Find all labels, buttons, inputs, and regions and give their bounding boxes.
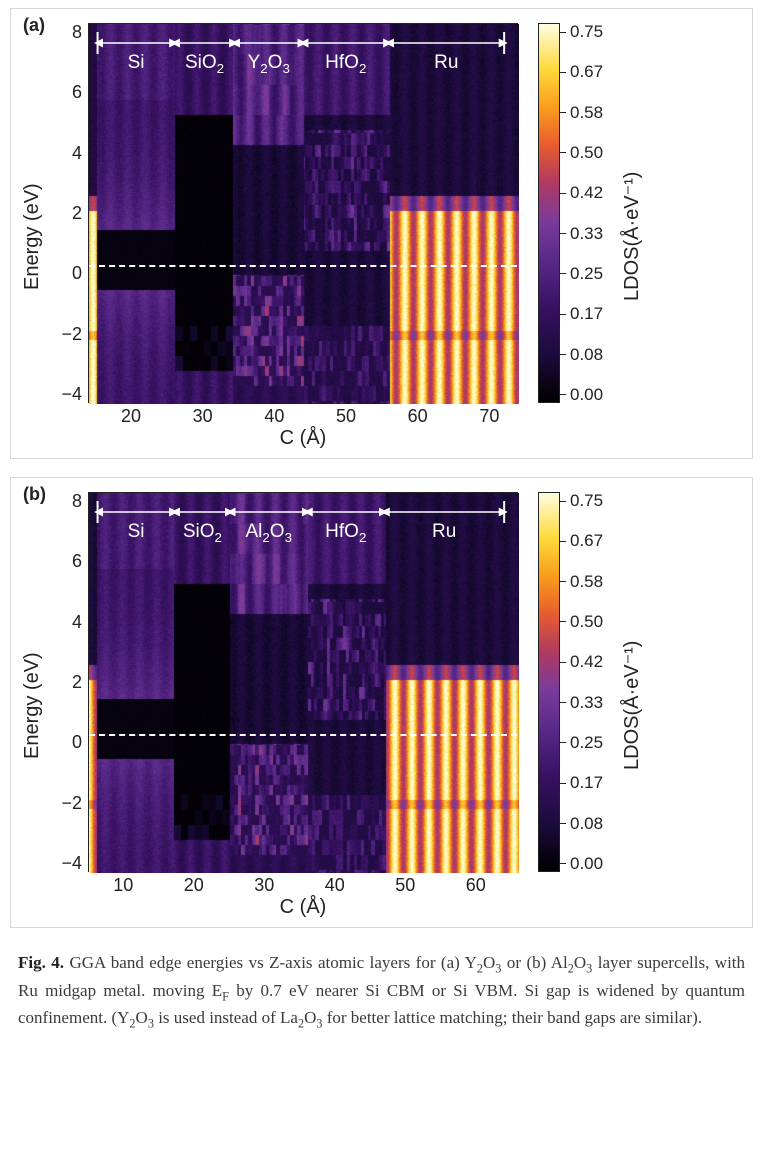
x-tick: 30 bbox=[193, 407, 213, 425]
colorbar-label: LDOS(Å·eV⁻¹) bbox=[618, 23, 646, 450]
x-tick: 30 bbox=[254, 876, 274, 894]
colorbar-tick: 0.33 bbox=[570, 694, 618, 711]
y-tick: 6 bbox=[50, 552, 82, 570]
y-ticks: 8 6 4 2 0 −2 −4 bbox=[50, 23, 88, 403]
panel-a: (a)Energy (eV)86420−2−4SiSiO2Y2O3HfO2Ru2… bbox=[10, 8, 753, 459]
x-tick: 70 bbox=[479, 407, 499, 425]
colorbar: 0.75 0.67 0.58 0.50 0.42 0.33 0.25 0.17 0.08 0.00… bbox=[538, 492, 646, 919]
colorbar-ticks: 0.75 0.67 0.58 0.50 0.42 0.33 0.25 0.17 0.08 0.00 bbox=[560, 23, 618, 403]
y-tick: 8 bbox=[50, 23, 82, 41]
y-tick: 6 bbox=[50, 83, 82, 101]
colorbar-tick: 0.08 bbox=[570, 815, 618, 832]
y-tick: −2 bbox=[50, 794, 82, 812]
colorbar-tick: 0.00 bbox=[570, 386, 618, 403]
colorbar-tick: 0.42 bbox=[570, 184, 618, 201]
x-tick: 40 bbox=[264, 407, 284, 425]
colorbar-tick: 0.25 bbox=[570, 265, 618, 282]
colorbar-tick: 0.00 bbox=[570, 855, 618, 872]
x-tick: 60 bbox=[408, 407, 428, 425]
colorbar-tick: 0.17 bbox=[570, 774, 618, 791]
x-axis-label: C (Å) bbox=[88, 896, 518, 919]
y-axis-label: Energy (eV) bbox=[19, 492, 46, 919]
colorbar-tick: 0.08 bbox=[570, 346, 618, 363]
caption-text: GGA band edge energies vs Z-axis atomic … bbox=[18, 953, 745, 1027]
x-tick: 10 bbox=[113, 876, 133, 894]
x-axis-label: C (Å) bbox=[88, 427, 518, 450]
y-tick: 2 bbox=[50, 204, 82, 222]
colorbar-tick: 0.25 bbox=[570, 734, 618, 751]
colorbar-tick: 0.75 bbox=[570, 23, 618, 40]
y-tick: −2 bbox=[50, 325, 82, 343]
ldos-heatmap: SiSiO2Al2O3HfO2Ru bbox=[88, 492, 518, 872]
colorbar-tick: 0.50 bbox=[570, 144, 618, 161]
colorbar-tick: 0.42 bbox=[570, 653, 618, 670]
y-axis-label: Energy (eV) bbox=[19, 23, 46, 450]
y-tick: 0 bbox=[50, 264, 82, 282]
x-tick: 20 bbox=[121, 407, 141, 425]
y-tick: 2 bbox=[50, 673, 82, 691]
x-ticks: 10 20 30 40 50 60 bbox=[88, 872, 518, 894]
colorbar-tick: 0.58 bbox=[570, 573, 618, 590]
y-tick: 4 bbox=[50, 613, 82, 631]
x-tick: 50 bbox=[395, 876, 415, 894]
colorbar-label: LDOS(Å·eV⁻¹) bbox=[618, 492, 646, 919]
x-tick: 20 bbox=[184, 876, 204, 894]
y-tick: 0 bbox=[50, 733, 82, 751]
panel-b: (b)Energy (eV)86420−2−4SiSiO2Al2O3HfO2Ru… bbox=[10, 477, 753, 928]
colorbar-tick: 0.17 bbox=[570, 305, 618, 322]
y-tick: −4 bbox=[50, 854, 82, 872]
colorbar-tick: 0.58 bbox=[570, 104, 618, 121]
colorbar-tick: 0.33 bbox=[570, 225, 618, 242]
ldos-heatmap: SiSiO2Y2O3HfO2Ru bbox=[88, 23, 518, 403]
x-ticks: 20 30 40 50 60 70 bbox=[88, 403, 518, 425]
colorbar-tick: 0.75 bbox=[570, 492, 618, 509]
colorbar: 0.75 0.67 0.58 0.50 0.42 0.33 0.25 0.17 0.08 0.00… bbox=[538, 23, 646, 450]
colorbar-tick: 0.67 bbox=[570, 532, 618, 549]
y-tick: −4 bbox=[50, 385, 82, 403]
x-tick: 50 bbox=[336, 407, 356, 425]
colorbar-gradient bbox=[538, 492, 560, 872]
y-ticks: 8 6 4 2 0 −2 −4 bbox=[50, 492, 88, 872]
caption-fig-label: Fig. 4. bbox=[18, 953, 64, 972]
x-tick: 40 bbox=[325, 876, 345, 894]
colorbar-tick: 0.67 bbox=[570, 63, 618, 80]
y-tick: 8 bbox=[50, 492, 82, 510]
figure-root: (a)Energy (eV)86420−2−4SiSiO2Y2O3HfO2Ru2… bbox=[10, 8, 753, 928]
x-tick: 60 bbox=[466, 876, 486, 894]
colorbar-gradient bbox=[538, 23, 560, 403]
colorbar-tick: 0.50 bbox=[570, 613, 618, 630]
figure-caption: Fig. 4. GGA band edge energies vs Z-axis… bbox=[10, 946, 753, 1033]
colorbar-ticks: 0.75 0.67 0.58 0.50 0.42 0.33 0.25 0.17 0.08 0.00 bbox=[560, 492, 618, 872]
y-tick: 4 bbox=[50, 144, 82, 162]
